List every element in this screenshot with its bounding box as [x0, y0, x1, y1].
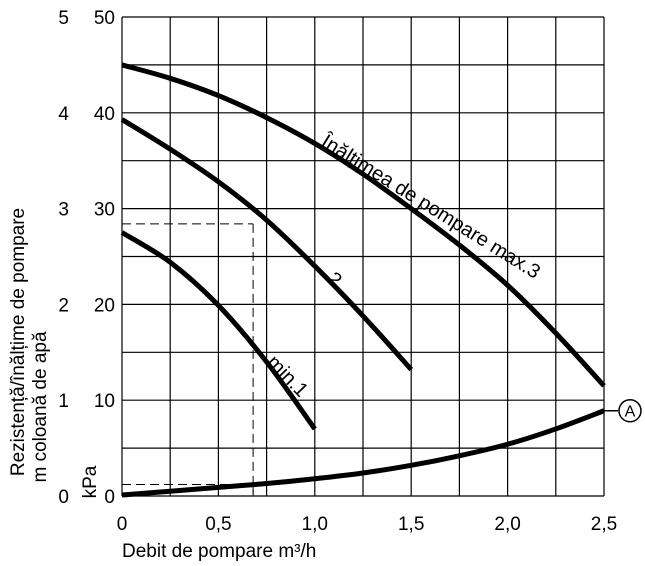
y-tick-label-kpa: 20: [94, 295, 115, 316]
marker-a-label: A: [625, 404, 636, 421]
curve-min1: [120, 230, 317, 431]
curve-a: [121, 408, 605, 498]
reading-lines: [122, 223, 254, 496]
y-tick-label-kpa: 40: [94, 104, 115, 125]
x-tick-label: 1,5: [398, 514, 424, 535]
y-tick-label-m: 0: [58, 487, 69, 508]
x-tick-label: 1,0: [302, 514, 328, 535]
chart-curves: [120, 62, 606, 498]
curve-max3: [121, 62, 606, 388]
y-tick-label-m: 2: [58, 295, 69, 316]
y-tick-label-m: 3: [58, 200, 69, 221]
chart-grid: [121, 16, 605, 497]
ylabel-unit: kPa: [80, 465, 101, 498]
label-curve-max3: Înălțimea de pompare max.3: [317, 129, 545, 283]
x-tick-label: 2,0: [494, 514, 520, 535]
x-tick-label: 2,5: [591, 514, 617, 535]
ylabel-line1: Rezistență/înălțime de pompare: [8, 208, 29, 476]
xlabel: Debit de pompare m³/h: [122, 541, 316, 562]
marker-a-circle: [618, 398, 642, 423]
curve-2: [120, 117, 414, 372]
ylabel-line2: m coloană de apă: [30, 331, 51, 482]
y-tick-label-kpa: 50: [94, 8, 115, 29]
x-tick-label: 0,5: [205, 514, 231, 535]
y-tick-label-m: 4: [58, 104, 69, 125]
y-tick-label-kpa: 30: [94, 200, 115, 221]
y-tick-label-kpa: 0: [104, 487, 115, 508]
y-tick-label-m: 1: [58, 391, 69, 412]
marker-a: A: [604, 398, 642, 423]
x-tick-label: 0: [117, 514, 128, 535]
y-tick-label-kpa: 10: [94, 391, 115, 412]
y-tick-label-m: 5: [58, 8, 69, 29]
